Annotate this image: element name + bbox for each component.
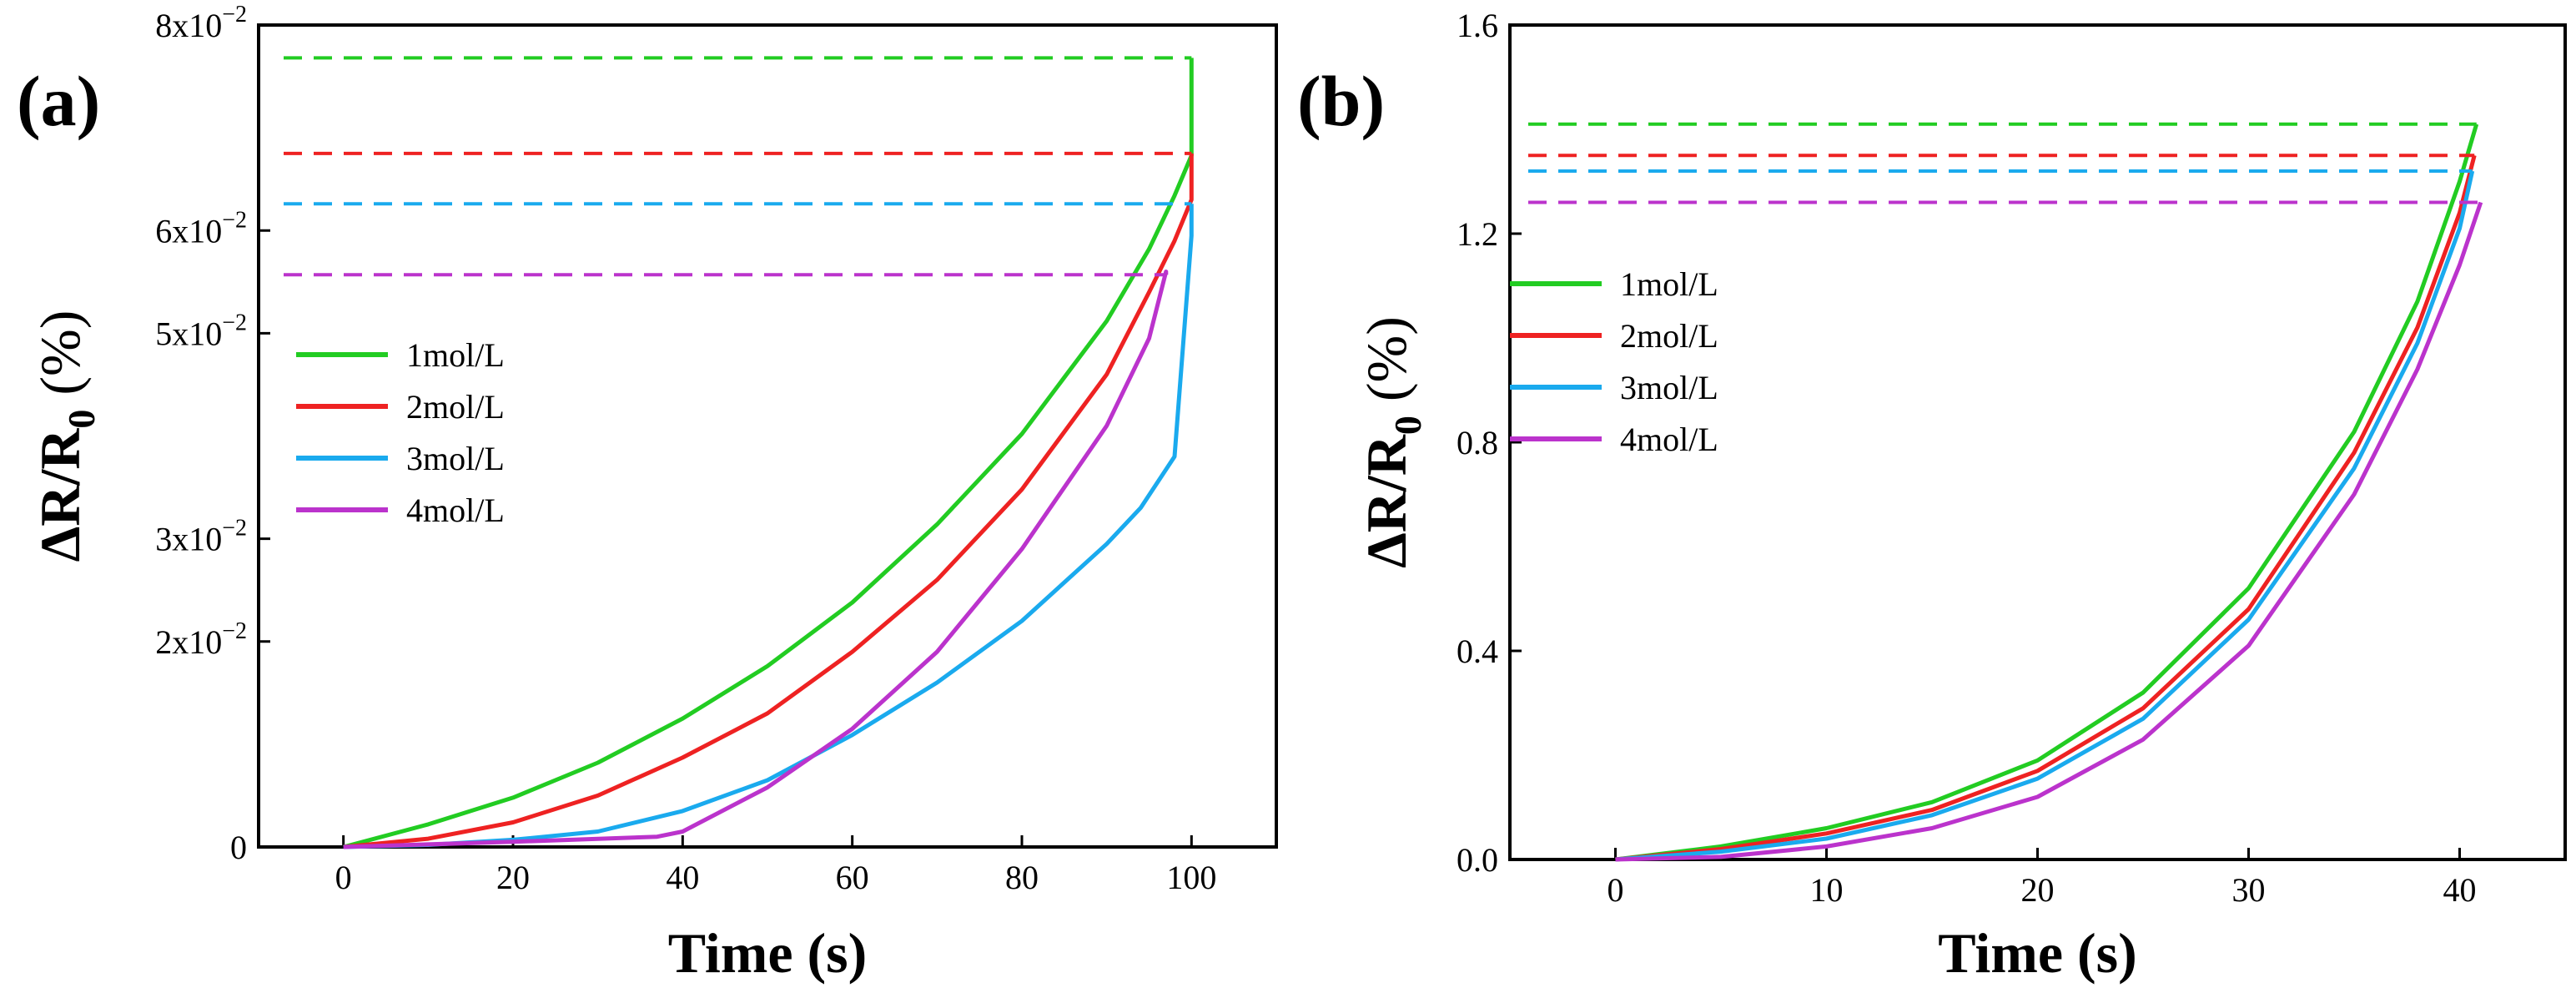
y-tick-label: 6x10−2 <box>155 207 247 250</box>
series-line-2mol/L <box>1615 154 2477 862</box>
series-line-4mol/L <box>1615 201 2483 862</box>
x-tick-label: 40 <box>2443 871 2477 909</box>
plot-frame <box>257 23 1278 849</box>
chart-panel-a: 0 20 40 60 80 100 0 2x10−2 3x10−2 5x10−2 6x10−2 8x1… <box>17 2 1278 985</box>
x-tick-label: 20 <box>2021 871 2055 909</box>
y-tick-label: 1.6 <box>1457 7 1498 44</box>
panel-label: (b) <box>1297 61 1385 141</box>
legend-label: 4mol/L <box>1620 421 1718 458</box>
legend-label: 3mol/L <box>406 440 505 477</box>
legend-label: 1mol/L <box>406 336 505 374</box>
legend-label: 2mol/L <box>1620 317 1718 355</box>
y-tick-label: 8x10−2 <box>155 2 247 44</box>
y-tick-label: 1.2 <box>1457 215 1498 253</box>
y-tick-label: 3x10−2 <box>155 516 247 558</box>
legend-label: 2mol/L <box>406 388 505 426</box>
series-line-1mol/L <box>1615 123 2479 862</box>
x-axis-title: Time (s) <box>1938 921 2137 985</box>
y-tick-label: 0.8 <box>1457 424 1498 461</box>
series-line-3mol/L <box>343 204 1194 849</box>
y-tick-label: 0.4 <box>1457 633 1498 670</box>
x-tick-label: 20 <box>496 859 530 896</box>
x-tick-label: 0 <box>1607 871 1624 909</box>
legend-label: 3mol/L <box>1620 369 1718 406</box>
panel-label: (a) <box>17 61 100 141</box>
legend-label: 4mol/L <box>406 491 505 529</box>
y-axis-title: ΔR/R0 (%) <box>1355 316 1429 568</box>
legend-label: 1mol/L <box>1620 265 1718 303</box>
x-tick-label: 100 <box>1166 859 1216 896</box>
x-tick-label: 10 <box>1810 871 1844 909</box>
series-line-4mol/L <box>343 270 1169 849</box>
x-tick-label: 80 <box>1005 859 1039 896</box>
y-tick-label: 0 <box>230 829 247 866</box>
x-tick-label: 30 <box>2232 871 2266 909</box>
series-line-3mol/L <box>1615 170 2475 862</box>
x-tick-label: 40 <box>666 859 699 896</box>
x-tick-label: 60 <box>836 859 869 896</box>
chart-panel-b: 0 10 20 30 40 0.0 0.4 0.8 1.2 1.6 1mol/L 2mol/L 3mol… <box>1297 7 2567 985</box>
y-tick-label: 5x10−2 <box>155 310 247 352</box>
y-tick-label: 2x10−2 <box>155 618 247 661</box>
y-tick-label: 0.0 <box>1457 841 1498 879</box>
x-axis-title: Time (s) <box>668 921 868 985</box>
y-axis-title: ΔR/R0 (%) <box>28 310 103 562</box>
series-line-2mol/L <box>343 153 1194 849</box>
x-tick-label: 0 <box>335 859 352 896</box>
